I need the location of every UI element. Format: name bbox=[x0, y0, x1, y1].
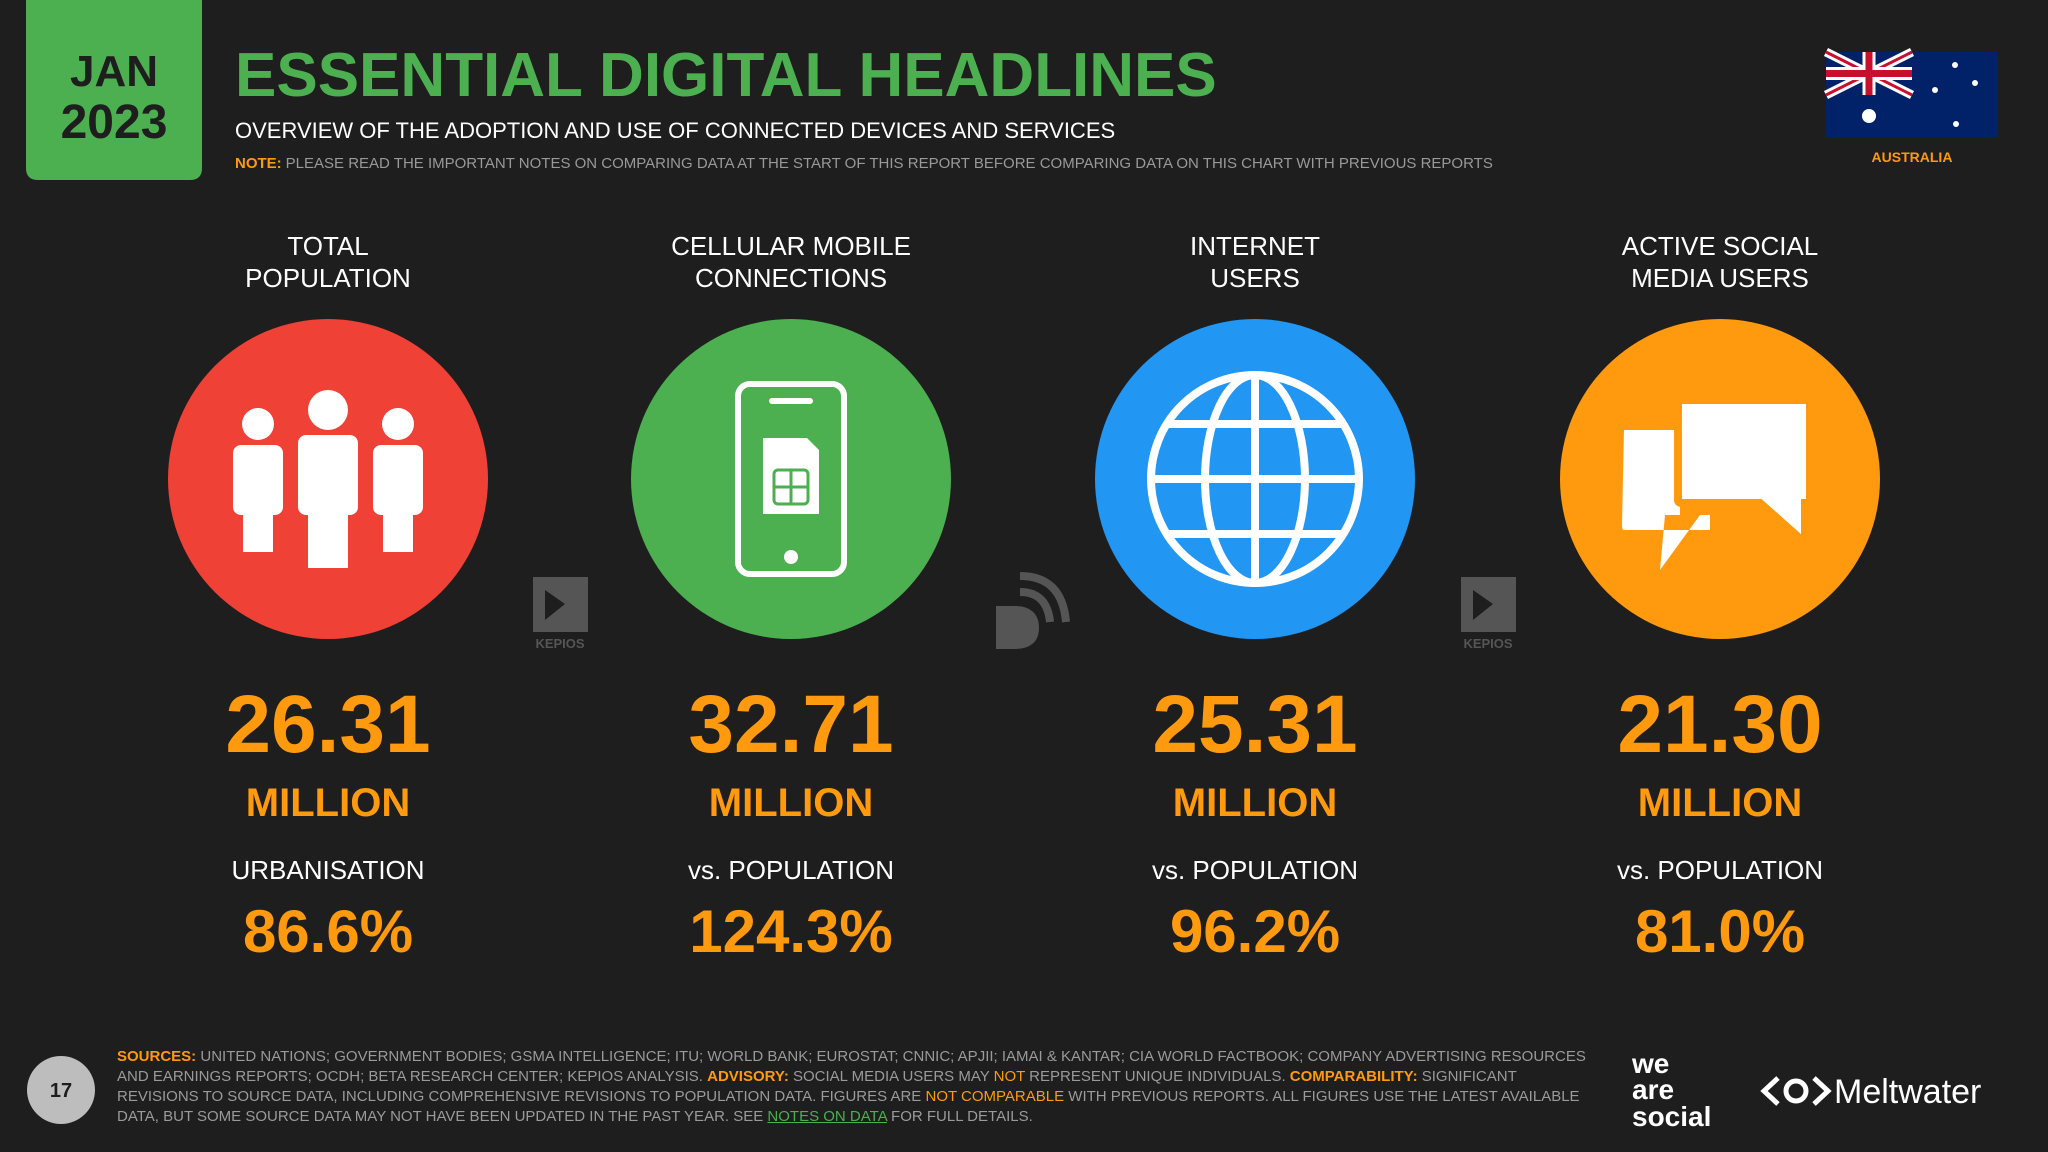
people-icon bbox=[233, 390, 423, 568]
country: AUSTRALIA bbox=[1872, 149, 1953, 165]
footer-segment: FOR FULL DETAILS. bbox=[886, 1108, 1033, 1125]
note-label: NOTE: bbox=[235, 155, 282, 172]
card-unit: MILLION bbox=[709, 781, 873, 825]
card-sublabel: URBANISATION bbox=[231, 855, 424, 885]
card-label: TOTAL bbox=[287, 231, 368, 261]
note-text: PLEASE READ THE IMPORTANT NOTES ON COMPA… bbox=[286, 155, 1493, 172]
meltwater-mark bbox=[1760, 1076, 1832, 1106]
card-value: 32.71 bbox=[688, 679, 893, 770]
kepios-logo: KEPIOS bbox=[533, 577, 588, 651]
badge-year: 2023 bbox=[61, 96, 168, 149]
footer-segment: COMPARABILITY: bbox=[1289, 1068, 1418, 1085]
card-label: CONNECTIONS bbox=[695, 263, 887, 293]
footer-segment: ADVISORY: bbox=[707, 1068, 789, 1085]
card-label: POPULATION bbox=[245, 263, 411, 293]
card: ACTIVE SOCIAL MEDIA USERS 21.30 MILLION … bbox=[1560, 231, 1880, 965]
chat-icon bbox=[1622, 396, 1814, 570]
card-value: 25.31 bbox=[1152, 679, 1357, 770]
globe-icon bbox=[1147, 371, 1363, 587]
card-unit: MILLION bbox=[246, 781, 410, 825]
card-sublabel: vs. POPULATION bbox=[1617, 855, 1823, 885]
datareportal-logo bbox=[996, 572, 1070, 649]
card-label: USERS bbox=[1210, 263, 1300, 293]
card-unit: MILLION bbox=[1638, 781, 1802, 825]
page-number: 17 bbox=[50, 1080, 72, 1102]
meltwater: Meltwater bbox=[1834, 1073, 1981, 1111]
flag bbox=[1823, 47, 1998, 138]
logo-text: KEPIOS bbox=[1463, 636, 1512, 651]
footer-segment: SOURCES: bbox=[117, 1048, 197, 1065]
card-label: INTERNET bbox=[1190, 231, 1320, 261]
card-value: 21.30 bbox=[1617, 679, 1822, 770]
card-percent: 86.6% bbox=[243, 898, 413, 965]
page-badge bbox=[27, 1056, 95, 1124]
card-sublabel: vs. POPULATION bbox=[688, 855, 894, 885]
footer-segment: SIGNIFICANT REVISIONS TO SOURCE DATA, IN… bbox=[117, 1068, 1517, 1105]
badge bbox=[26, 0, 202, 180]
footer-segment: SOCIAL MEDIA USERS MAY bbox=[788, 1068, 994, 1085]
card-label: MEDIA USERS bbox=[1631, 263, 1809, 293]
card: CELLULAR MOBILE CONNECTIONS 32.71 MILLIO… bbox=[631, 231, 951, 965]
brand-line: social bbox=[1632, 1101, 1711, 1132]
footer-segment: NOT bbox=[993, 1068, 1026, 1085]
footer-segment: UNITED NATIONS; GOVERNMENT BODIES; GSMA … bbox=[117, 1048, 1586, 1085]
brand-line: we bbox=[1631, 1048, 1669, 1079]
phone-icon bbox=[735, 381, 847, 577]
card-percent: 96.2% bbox=[1170, 898, 1340, 965]
card-label: CELLULAR MOBILE bbox=[671, 231, 911, 261]
footer-link[interactable]: NOTES ON DATA bbox=[767, 1108, 887, 1125]
card: INTERNET USERS 25.31 MILLION vs. POPULAT… bbox=[1095, 231, 1415, 965]
card-sublabel: vs. POPULATION bbox=[1152, 855, 1358, 885]
card: TOTAL POPULATION 26.31 MILLION URBANISAT… bbox=[168, 231, 488, 965]
footer-segment: REPRESENT UNIQUE INDIVIDUALS. bbox=[1025, 1068, 1290, 1085]
footer-text: SOURCES: UNITED NATIONS; GOVERNMENT BODI… bbox=[117, 1047, 1597, 1127]
logo-text: KEPIOS bbox=[535, 636, 584, 651]
subtitle: OVERVIEW OF THE ADOPTION AND USE OF CONN… bbox=[235, 118, 1115, 143]
brand-line: are bbox=[1632, 1074, 1674, 1105]
kepios-logo: KEPIOS bbox=[1461, 577, 1516, 651]
card-label: ACTIVE SOCIAL bbox=[1622, 231, 1819, 261]
badge-month: JAN bbox=[70, 47, 158, 96]
card-percent: 81.0% bbox=[1635, 898, 1805, 965]
footer-segment: NOT COMPARABLE bbox=[925, 1088, 1065, 1105]
note: NOTE: PLEASE READ THE IMPORTANT NOTES ON … bbox=[235, 155, 1493, 172]
title: ESSENTIAL DIGITAL HEADLINES bbox=[235, 41, 1217, 110]
card-value: 26.31 bbox=[225, 679, 430, 770]
card-unit: MILLION bbox=[1173, 781, 1337, 825]
footer-segment: WITH PREVIOUS REPORTS. ALL FIGURES USE T… bbox=[117, 1088, 1580, 1125]
card-percent: 124.3% bbox=[689, 898, 893, 965]
